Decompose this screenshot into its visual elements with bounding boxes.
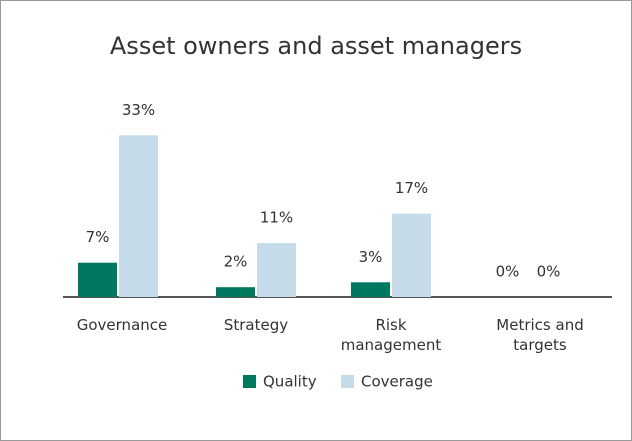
value-label: 33%: [122, 101, 155, 119]
value-label: 11%: [260, 209, 293, 227]
legend-swatch: [243, 375, 256, 388]
x-tick-label: Strategy: [223, 316, 289, 334]
chart-title: Asset owners and asset managers: [110, 32, 522, 60]
bar: [119, 135, 158, 297]
bar: [351, 282, 390, 297]
value-label: 2%: [224, 253, 248, 271]
value-label: 17%: [395, 179, 428, 197]
x-tick-label: Governance: [76, 316, 168, 334]
bar: [216, 287, 255, 297]
value-label: 3%: [359, 248, 383, 266]
legend-swatch: [341, 375, 354, 388]
x-tick-label: Risk management: [340, 316, 442, 354]
value-label: 0%: [537, 263, 561, 281]
bar: [78, 262, 117, 297]
value-label: 7%: [86, 228, 110, 246]
bar: [257, 243, 296, 297]
x-tick-label: Metrics and targets: [496, 316, 584, 354]
legend-label: Quality: [263, 373, 317, 391]
bar: [392, 213, 431, 297]
legend-label: Coverage: [361, 373, 433, 391]
value-label: 0%: [496, 263, 520, 281]
